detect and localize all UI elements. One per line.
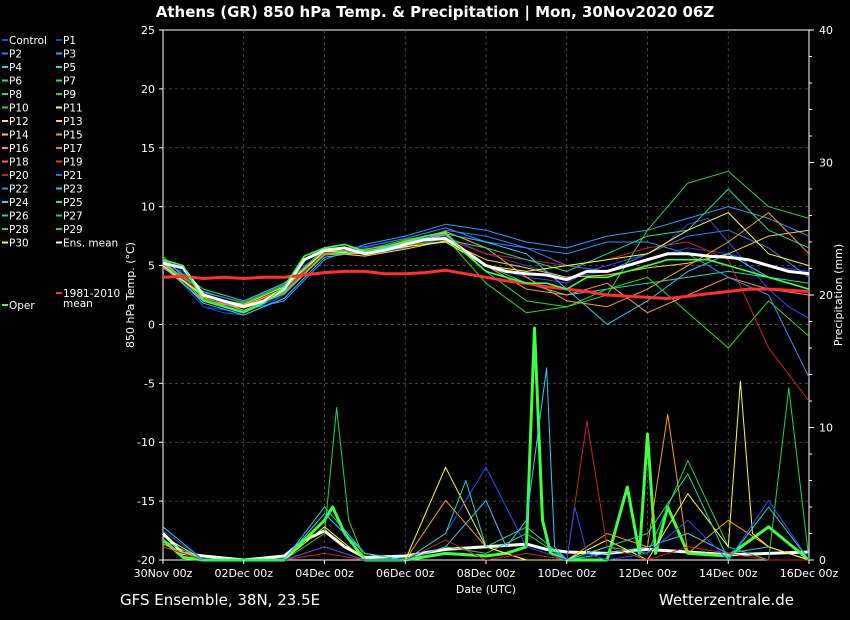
legend-label: P8: [9, 89, 22, 101]
temp-series-line: [162, 236, 810, 349]
y2-axis-ticks: 0 10 20 30 40: [809, 24, 833, 567]
y-axis-ticks: -20 -15 -10 -5 0 5 10 15 20 25: [137, 24, 163, 567]
legend-label: Control: [9, 35, 47, 47]
legend: Control P1 P2 P3 P4 P5 P6 P7 P8 P9 P10 P11 P12 P13 P14…: [2, 35, 120, 312]
legend-label: P19: [63, 157, 83, 169]
y-tick-label: 15: [141, 142, 155, 155]
precip-series-line: [162, 420, 809, 561]
x-tick-label: 04Dec 00z: [295, 567, 354, 580]
legend-label: P28: [9, 224, 29, 236]
y-tick-label: -5: [144, 377, 155, 390]
precip-series-line: [162, 367, 810, 561]
legend-label: P2: [9, 49, 22, 61]
y-tick-label: 5: [148, 260, 155, 273]
legend-label: 1981-2010: [63, 288, 120, 300]
legend-label: P15: [63, 130, 83, 142]
y-tick-label: 25: [141, 24, 155, 37]
y-tick-label: 10: [141, 201, 155, 214]
x-axis-ticks: 30Nov 00z 02Dec 00z 04Dec 00z 06Dec 00z 08De…: [134, 560, 839, 580]
legend-label: P5: [63, 62, 76, 74]
x-axis-label: Date (UTC): [456, 583, 516, 596]
y-axis-label: 850 hPa Temp. (°C): [124, 242, 137, 348]
x-tick-label: 12Dec 00z: [618, 567, 677, 580]
y2-tick-label: 20: [819, 289, 833, 302]
legend-label: P22: [9, 184, 29, 196]
x-tick-label: 08Dec 00z: [457, 567, 516, 580]
y2-tick-label: 40: [819, 24, 833, 37]
temp-lines: [162, 170, 810, 402]
y-tick-label: 20: [141, 83, 155, 96]
temp-series-line: [162, 233, 810, 325]
legend-label: P10: [9, 103, 29, 115]
footer-right: Wetterzentrale.de: [659, 591, 794, 609]
legend-label: P17: [63, 143, 83, 155]
temp-series-line: [162, 268, 810, 300]
temp-series-line: [162, 231, 810, 314]
x-tick-label: 14Dec 00z: [699, 567, 758, 580]
legend-label: Oper: [9, 300, 35, 312]
legend-label: P11: [63, 103, 83, 115]
legend-label: P6: [9, 76, 22, 88]
precip-series-line: [162, 473, 810, 561]
plot-area: -20 -15 -10 -5 0 5 10 15 20 25 0 10 20 30 40 30Nov 00…: [134, 24, 839, 580]
legend-label: P27: [63, 211, 83, 223]
y-tick-label: -10: [137, 436, 155, 449]
legend-label: P24: [9, 197, 29, 209]
temp-series-line: [162, 188, 810, 312]
y2-axis-label: Precipitation (mm): [832, 244, 845, 346]
legend-label: P9: [63, 89, 76, 101]
legend-label: P1: [63, 35, 76, 47]
chart-title: Athens (GR) 850 hPa Temp. & Precipitatio…: [156, 3, 715, 22]
y2-tick-label: 10: [819, 422, 833, 435]
legend-label: P13: [63, 116, 83, 128]
legend-label: P18: [9, 157, 29, 169]
legend-label: P23: [63, 184, 83, 196]
legend-label: P7: [63, 76, 76, 88]
y2-tick-label: 30: [819, 157, 833, 170]
legend-label: P16: [9, 143, 29, 155]
legend-label: P4: [9, 62, 22, 74]
x-tick-label: 16Dec 00z: [780, 567, 839, 580]
x-tick-label: 10Dec 00z: [537, 567, 596, 580]
y-tick-label: -15: [137, 495, 155, 508]
legend-label: P26: [9, 211, 29, 223]
precip-series-line: [162, 326, 810, 562]
legend-label: P29: [63, 224, 83, 236]
y-tick-label: -20: [137, 554, 155, 567]
x-tick-label: 30Nov 00z: [134, 567, 193, 580]
legend-label: P30: [9, 238, 29, 250]
legend-label: P14: [9, 130, 29, 142]
x-tick-label: 02Dec 00z: [214, 567, 273, 580]
legend-label: P21: [63, 170, 83, 182]
legend-label: mean: [63, 298, 93, 310]
precip-lines: [161, 326, 810, 562]
y2-tick-label: 0: [819, 554, 826, 567]
legend-label: P20: [9, 170, 29, 182]
footer-left: GFS Ensemble, 38N, 23.5E: [120, 591, 320, 609]
y-tick-label: 0: [148, 318, 155, 331]
legend-label: P3: [63, 49, 76, 61]
legend-label: Ens. mean: [63, 238, 118, 250]
legend-label: P12: [9, 116, 29, 128]
x-tick-label: 06Dec 00z: [376, 567, 435, 580]
legend-label: P25: [63, 197, 83, 209]
